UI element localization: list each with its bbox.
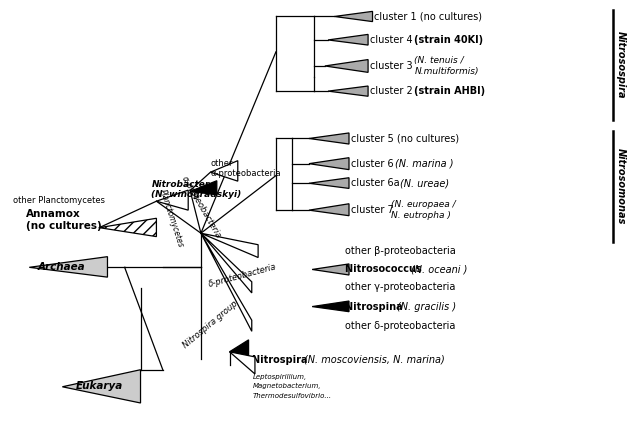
- Text: Eukarya: Eukarya: [76, 381, 123, 391]
- Text: cluster 2: cluster 2: [370, 86, 416, 96]
- Text: Leptospirillium,: Leptospirillium,: [252, 374, 306, 380]
- Text: (N. marina ): (N. marina ): [396, 159, 454, 169]
- Polygon shape: [201, 233, 252, 331]
- Polygon shape: [190, 181, 217, 195]
- Text: (N. moscoviensis, N. marina): (N. moscoviensis, N. marina): [304, 355, 445, 365]
- Polygon shape: [29, 257, 108, 277]
- Text: N. eutropha ): N. eutropha ): [391, 211, 451, 220]
- Text: δ-proteobacteria: δ-proteobacteria: [207, 262, 277, 289]
- Polygon shape: [328, 34, 368, 45]
- Text: other
α-proteobacteria: other α-proteobacteria: [210, 159, 281, 178]
- Text: (N. oceani ): (N. oceani ): [412, 265, 468, 274]
- Text: (N. ureae): (N. ureae): [400, 178, 449, 188]
- Text: α-proteobacteria: α-proteobacteria: [180, 175, 222, 241]
- Text: cluster 7: cluster 7: [351, 205, 394, 215]
- Text: Nitrosococcus: Nitrosococcus: [345, 265, 425, 274]
- Text: Nitrospina: Nitrospina: [345, 302, 406, 312]
- Text: Planctomycetes: Planctomycetes: [157, 188, 185, 249]
- Text: cluster 1 (no cultures): cluster 1 (no cultures): [374, 12, 482, 21]
- Text: other Planctomycetes: other Planctomycetes: [13, 196, 105, 205]
- Polygon shape: [309, 178, 349, 188]
- Text: cluster 3: cluster 3: [370, 61, 416, 71]
- Polygon shape: [157, 190, 188, 210]
- Text: Nitrosospira: Nitrosospira: [615, 31, 626, 99]
- Text: other δ-proteobacteria: other δ-proteobacteria: [345, 321, 455, 331]
- Text: cluster 4: cluster 4: [370, 35, 416, 45]
- Polygon shape: [309, 158, 349, 169]
- Text: (strain 40KI): (strain 40KI): [415, 35, 483, 45]
- Text: other γ-proteobacteria: other γ-proteobacteria: [345, 282, 455, 292]
- Text: (strain AHBI): (strain AHBI): [415, 86, 485, 96]
- Text: Nitrospira group: Nitrospira group: [182, 300, 240, 351]
- Text: (N. tenuis /: (N. tenuis /: [415, 56, 464, 65]
- Polygon shape: [201, 233, 252, 293]
- Text: Nitrospira: Nitrospira: [252, 355, 311, 365]
- Text: (no cultures): (no cultures): [26, 221, 102, 231]
- Polygon shape: [210, 160, 238, 181]
- Text: N.multiformis): N.multiformis): [415, 67, 479, 76]
- Polygon shape: [312, 301, 349, 312]
- Polygon shape: [229, 352, 255, 374]
- Text: Thermodesulfovibrio...: Thermodesulfovibrio...: [252, 393, 331, 399]
- Polygon shape: [309, 204, 349, 216]
- Polygon shape: [62, 370, 141, 403]
- Text: Archaea: Archaea: [38, 262, 85, 272]
- Text: Magnetobacterium,: Magnetobacterium,: [252, 383, 321, 389]
- Polygon shape: [334, 12, 373, 21]
- Text: cluster 5 (no cultures): cluster 5 (no cultures): [351, 134, 459, 143]
- Polygon shape: [312, 264, 349, 275]
- Text: Nitrobacter
(N. winogradskyi): Nitrobacter (N. winogradskyi): [152, 180, 241, 199]
- Text: Nitrosomonas: Nitrosomonas: [615, 148, 626, 224]
- Text: (N. gracilis ): (N. gracilis ): [397, 302, 456, 312]
- Text: cluster 6: cluster 6: [351, 159, 397, 169]
- Text: (N. europaea /: (N. europaea /: [391, 200, 455, 209]
- Polygon shape: [99, 218, 157, 237]
- Polygon shape: [328, 86, 368, 96]
- Polygon shape: [325, 59, 368, 72]
- Polygon shape: [309, 133, 349, 144]
- Text: cluster 6a: cluster 6a: [351, 178, 403, 188]
- Polygon shape: [201, 233, 258, 258]
- Polygon shape: [229, 340, 248, 361]
- Text: Annamox: Annamox: [26, 209, 81, 219]
- Text: other β-proteobacteria: other β-proteobacteria: [345, 246, 455, 256]
